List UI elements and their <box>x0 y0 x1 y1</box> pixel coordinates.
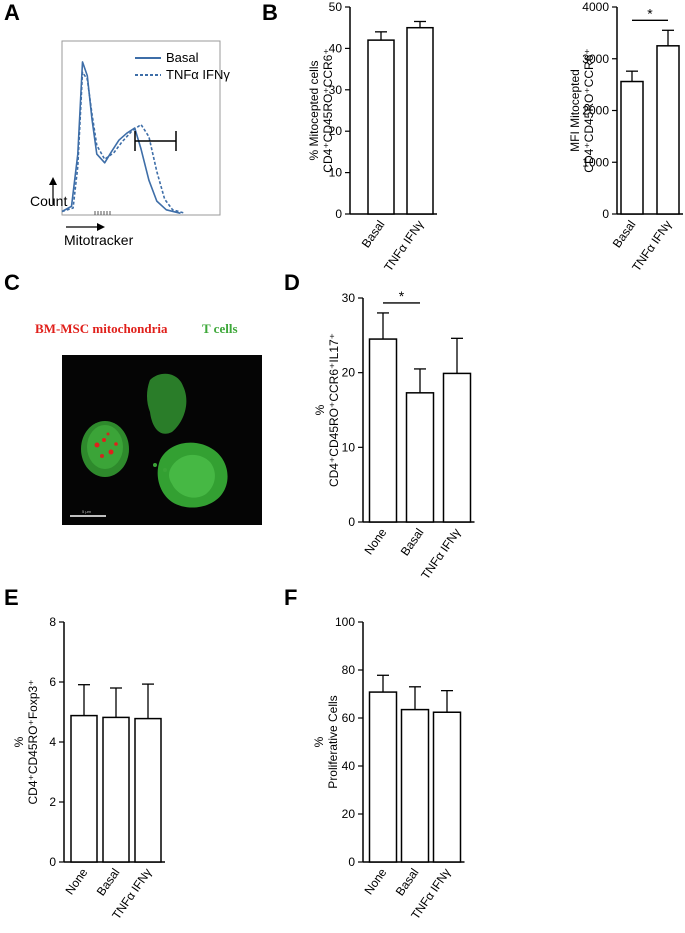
y-axis-label-line2: CD4⁺CD45RO⁺CCR6⁺ <box>321 48 335 172</box>
y-axis-label-line1: % <box>313 404 327 415</box>
panel-a-histogram: Basal TNFα IFNγ Count Mitotracker <box>30 40 230 248</box>
y-tick-label: 40 <box>329 41 343 55</box>
y-axis-label-line2: CD4⁺CD45RO⁺CCR6⁺IL17⁺ <box>327 333 341 487</box>
y-axis-label-line1: MFI Mitocepted <box>568 69 582 152</box>
y-axis-label-line2: CD4⁺CD45RO⁺CCR6⁺ <box>582 48 596 172</box>
y-tick-label: 3000 <box>582 52 609 66</box>
panel-letter-c: C <box>4 270 20 295</box>
panel-letter-d: D <box>284 270 300 295</box>
y-tick-label: 50 <box>329 0 343 14</box>
y-axis-label-line1: % Mitocepted cells <box>307 60 321 160</box>
panel-letter-e: E <box>4 585 19 610</box>
y-tick-label: 10 <box>329 166 343 180</box>
label-bm-msc-mitochondria: BM-MSC mitochondria <box>35 321 168 336</box>
bar <box>368 691 398 863</box>
category-label: Basal <box>393 866 422 899</box>
histogram-gate <box>134 131 177 151</box>
mitotracker-label: Mitotracker <box>64 232 134 248</box>
panel-c-microscopy: BM-MSC mitochondria T cells 5 μm <box>35 321 262 525</box>
y-tick-label: 0 <box>49 855 56 869</box>
y-tick-label: 20 <box>342 807 356 821</box>
panel-letter-a: A <box>4 0 20 25</box>
bar <box>367 39 395 215</box>
bar <box>656 45 680 215</box>
category-label: Basal <box>94 866 123 899</box>
y-axis-label-line2: Proliferative Cells <box>326 695 340 788</box>
y-tick-label: 20 <box>342 366 356 380</box>
mitotracker-axis-arrow <box>66 223 105 231</box>
bar <box>368 338 398 523</box>
bar <box>405 392 435 523</box>
significance-star: * <box>399 288 405 304</box>
significance-star: * <box>647 5 653 21</box>
category-label: Basal <box>359 218 388 251</box>
y-tick-label: 4000 <box>582 0 609 14</box>
bar <box>406 26 434 215</box>
category-label: Basal <box>398 526 427 559</box>
histogram-legend: Basal TNFα IFNγ <box>135 50 230 82</box>
category-label: None <box>362 865 390 897</box>
bar <box>102 716 130 863</box>
bar <box>70 714 98 863</box>
y-axis-label-line1: % <box>312 736 326 747</box>
bar <box>400 708 430 863</box>
y-axis-label-line2: CD4⁺CD45RO⁺Foxp3⁺ <box>26 679 40 804</box>
y-tick-label: 0 <box>348 855 355 869</box>
histogram-curve-tnf <box>61 71 186 215</box>
count-axis-arrow <box>49 177 57 205</box>
category-label: Basal <box>610 218 639 251</box>
y-tick-label: 0 <box>348 515 355 529</box>
y-tick-label: 1000 <box>582 155 609 169</box>
bar <box>432 711 462 863</box>
histogram-minor-ticks <box>94 211 111 215</box>
histogram-frame <box>61 40 221 216</box>
y-tick-label: 0 <box>602 207 609 221</box>
panel-letter-b: B <box>262 0 278 25</box>
t-cell-blobs <box>81 373 228 508</box>
panel-letter-f: F <box>284 585 297 610</box>
bar <box>442 372 472 523</box>
y-axis-label-line1: % <box>12 736 26 747</box>
y-tick-label: 30 <box>342 291 356 305</box>
category-label: TNFα IFNγ <box>381 218 426 274</box>
y-tick-label: 100 <box>335 615 355 629</box>
y-tick-label: 30 <box>329 83 343 97</box>
bar <box>620 80 644 215</box>
y-tick-label: 2 <box>49 795 56 809</box>
count-label: Count <box>30 193 67 209</box>
y-tick-label: 2000 <box>582 104 609 118</box>
y-tick-label: 0 <box>335 207 342 221</box>
label-t-cells: T cells <box>202 321 238 336</box>
y-tick-label: 4 <box>49 735 56 749</box>
y-tick-label: 40 <box>342 759 356 773</box>
bar <box>134 717 162 863</box>
y-tick-label: 20 <box>329 124 343 138</box>
y-tick-label: 6 <box>49 675 56 689</box>
y-tick-label: 60 <box>342 711 356 725</box>
category-label: None <box>63 865 91 897</box>
scale-bar-label: 5 μm <box>82 509 92 514</box>
category-label: None <box>362 525 390 557</box>
legend-label-basal: Basal <box>166 50 199 65</box>
mitochondria-spots <box>94 432 118 458</box>
legend-label-tnf: TNFα IFNγ <box>166 67 230 82</box>
y-tick-label: 10 <box>342 440 356 454</box>
y-tick-label: 8 <box>49 615 56 629</box>
histogram-lines <box>61 61 186 215</box>
y-tick-label: 80 <box>342 663 356 677</box>
